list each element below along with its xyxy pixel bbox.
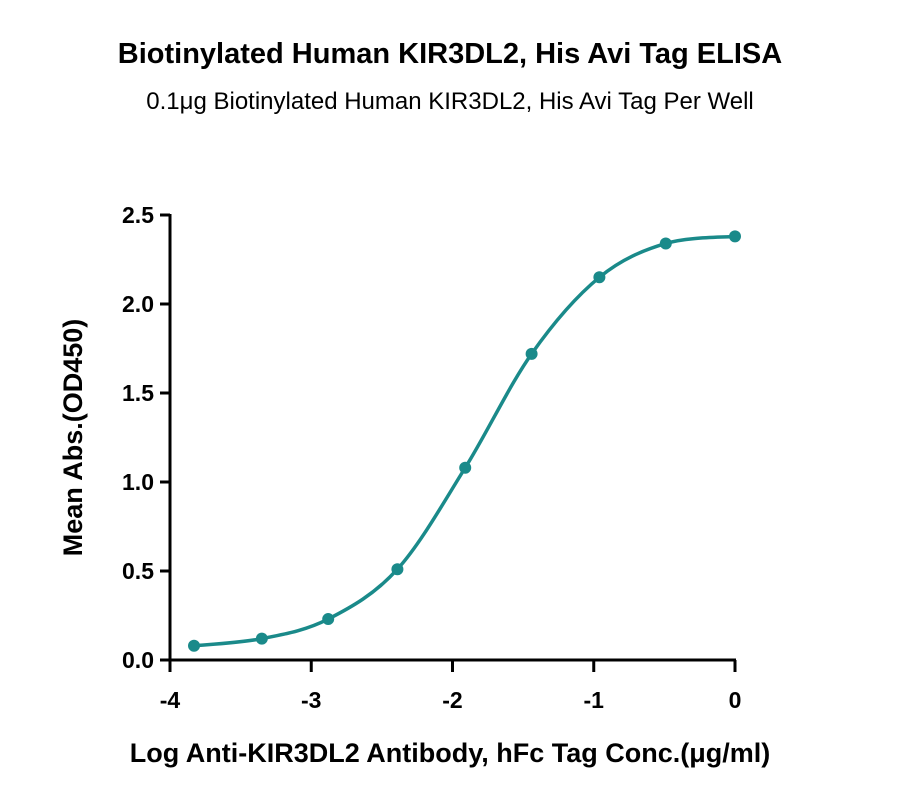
data-point (322, 613, 335, 626)
x-tick-label: -1 (584, 687, 605, 713)
axes (160, 214, 736, 672)
chart-subtitle: 0.1μg Biotinylated Human KIR3DL2, His Av… (146, 88, 754, 115)
data-point (188, 639, 201, 652)
x-axis-title: Log Anti-KIR3DL2 Antibody, hFc Tag Conc.… (130, 738, 770, 768)
data-point (525, 347, 538, 360)
y-ticks: 0.0 0.5 1.0 1.5 2.0 2.5 (122, 202, 170, 673)
fit-curve (193, 234, 736, 648)
y-tick-label: 0.5 (122, 558, 154, 584)
y-axis-title: Mean Abs.(OD450) (58, 319, 88, 557)
x-tick-label: -4 (160, 687, 181, 713)
y-tick-label: 1.0 (122, 469, 154, 495)
data-points (188, 230, 741, 652)
x-tick-label: -2 (442, 687, 462, 713)
y-tick-label: 2.5 (122, 202, 154, 228)
data-point (459, 461, 472, 474)
chart-title: Biotinylated Human KIR3DL2, His Avi Tag … (117, 38, 783, 70)
data-point (729, 230, 741, 243)
x-tick-label: -3 (301, 687, 321, 713)
x-ticks: -4 -3 -2 -1 0 (160, 660, 742, 713)
data-point (659, 237, 672, 250)
data-point (255, 632, 268, 645)
x-tick-label: 0 (729, 687, 742, 713)
y-tick-label: 1.5 (122, 380, 154, 406)
data-point (391, 563, 404, 576)
y-tick-label: 2.0 (122, 291, 154, 317)
data-point (593, 271, 606, 284)
y-tick-label: 0.0 (122, 647, 154, 673)
